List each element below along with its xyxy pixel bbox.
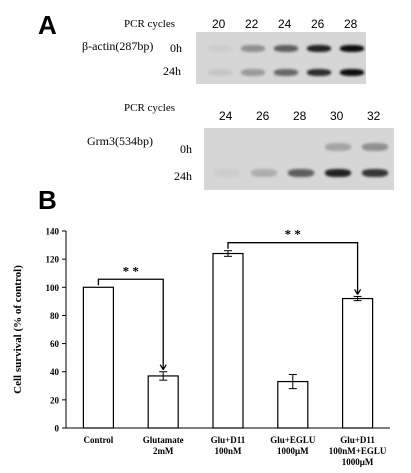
gel2-band: [325, 143, 351, 151]
category-label: Glu+D11: [340, 435, 375, 445]
y-tick-label: 80: [50, 311, 60, 321]
gel1-row-label-1: 24h: [163, 64, 181, 78]
gel1-band: [340, 45, 364, 52]
gel2-cycle-30: 30: [330, 109, 344, 123]
gel1-band: [307, 69, 331, 76]
bracket-arrow: [159, 364, 164, 371]
y-tick-label: 0: [55, 424, 60, 434]
gel1-cycle-28: 28: [344, 17, 358, 31]
gel1-band: [340, 69, 364, 76]
gel2-image: [204, 128, 394, 190]
gel2-cycle-32: 32: [367, 109, 381, 123]
gel2-band: [214, 169, 240, 177]
gel1-gene-label: β-actin(287bp): [82, 39, 154, 53]
gel2-cycle-26: 26: [256, 109, 270, 123]
significance-label-0: * *: [123, 263, 139, 278]
gel2-gene-label: Grm3(534bp): [87, 134, 153, 148]
category-label: 2mM: [153, 446, 174, 456]
y-tick-label: 20: [50, 395, 60, 405]
y-tick-label: 60: [50, 339, 60, 349]
gel1-cycles-label: PCR cycles: [124, 18, 176, 30]
category-label: 1000μM: [277, 446, 309, 456]
gel1-band: [307, 45, 331, 52]
gel2-band: [288, 169, 314, 177]
y-tick-label: 40: [50, 367, 60, 377]
gel2-cycle-24: 24: [219, 109, 233, 123]
category-label: Control: [83, 435, 113, 445]
gel2-cycles-label: PCR cycles: [124, 102, 176, 114]
gel1-band: [274, 69, 298, 76]
y-axis-label: Cell survival (% of control): [12, 265, 24, 394]
gel1-cycle-24: 24: [278, 17, 292, 31]
significance-bracket-0: [97, 278, 164, 370]
gel2-band: [362, 143, 388, 151]
category-label: Glutamate: [143, 435, 184, 445]
category-label: 100nM: [215, 446, 243, 456]
bracket-arrow: [162, 364, 167, 371]
gel1-band: [241, 45, 265, 52]
category-label: Glu+D11: [211, 435, 246, 445]
gel1-band: [274, 45, 298, 52]
bar-0: [82, 286, 115, 429]
y-tick-label: 140: [46, 227, 60, 237]
y-tick-label: 100: [46, 283, 60, 293]
significance-bracket-1: [227, 242, 359, 295]
bar-2: [212, 252, 244, 429]
gel1-band: [241, 69, 265, 76]
gel2-row-label-0: 0h: [180, 142, 192, 156]
gel1-image: [196, 32, 366, 84]
gel1-row-label-0: 0h: [170, 41, 182, 55]
category-label: 100nM+EGLU: [329, 446, 387, 456]
gel1-cycle-20: 20: [212, 17, 226, 31]
gel1-band: [208, 69, 232, 76]
gel2-cycle-28: 28: [293, 109, 307, 123]
bar-1: [147, 375, 179, 429]
significance-label-1: * *: [285, 227, 301, 242]
gel1-cycle-22: 22: [245, 17, 259, 31]
gel2-band: [251, 169, 277, 177]
gel1-band: [208, 45, 232, 52]
gel1-cycle-26: 26: [311, 17, 325, 31]
gel2-band: [325, 169, 351, 177]
bracket-arrow: [357, 289, 362, 295]
category-label: Glu+EGLU: [270, 435, 316, 445]
gel2-band: [362, 169, 388, 177]
y-tick-label: 120: [46, 255, 60, 265]
panel-a-letter: A: [38, 10, 57, 40]
bar-4: [342, 297, 374, 429]
bracket-arrow: [354, 289, 359, 295]
gel2-row-label-1: 24h: [174, 169, 192, 183]
panel-b-letter: B: [38, 185, 57, 215]
category-label: 1000μM: [342, 457, 374, 467]
